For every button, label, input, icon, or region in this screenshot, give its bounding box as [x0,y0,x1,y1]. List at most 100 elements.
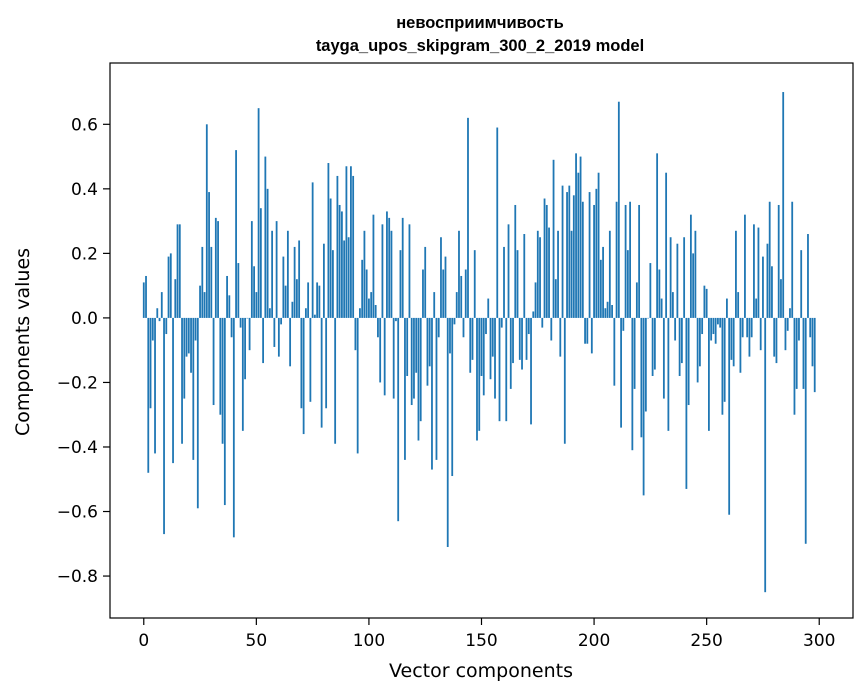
bar [557,230,559,318]
bar [410,317,413,406]
bar [453,317,456,325]
bar [372,214,375,318]
bar [205,124,208,318]
bar [617,101,620,318]
bar [489,317,492,380]
bar [284,285,287,318]
bar [311,182,314,318]
bar [446,317,449,548]
y-tick-label: −0.6 [57,503,98,523]
bar [624,204,627,318]
x-tick-label: 250 [690,631,722,651]
x-axis-label: Vector components [389,660,573,682]
bar [795,317,798,389]
bar [467,117,469,318]
bar [527,317,530,335]
bar [226,275,228,318]
bar [590,317,593,354]
bar [235,150,237,318]
bar [239,317,242,328]
bar [338,204,341,318]
bar [536,230,539,318]
bar [687,317,690,406]
bar [332,250,334,318]
bar [696,317,699,383]
bar [392,317,395,399]
bar [451,317,454,477]
bar [253,266,255,318]
bar [241,317,244,431]
bar [433,292,436,318]
bar [354,317,357,351]
bar [629,201,631,318]
bar [626,250,629,318]
bar [548,227,550,318]
bar [491,317,494,357]
bar [381,224,384,318]
bar [723,317,726,402]
bar [273,317,276,347]
x-tick-label: 100 [353,631,385,651]
bar [566,192,568,318]
bar [187,317,190,354]
bar [192,317,195,460]
bar [775,317,778,364]
bar [313,314,316,318]
bar [185,317,188,357]
bar [480,317,483,376]
bar [575,153,577,318]
y-tick-label: −0.8 [57,567,98,587]
bar [359,308,361,318]
bar [662,317,665,399]
bar [543,198,546,318]
bar [784,317,787,351]
bar [422,269,424,318]
bar [561,185,564,318]
bar [800,250,803,318]
x-tick-label: 200 [578,631,610,651]
bar [316,282,319,318]
bar [147,317,150,473]
bar [647,317,650,319]
bar [735,230,737,318]
bar [620,317,622,428]
bar [757,227,760,318]
bar [631,317,634,451]
bar [671,292,674,318]
bar [694,230,697,318]
bar [156,308,159,318]
bar [602,246,604,318]
bar [644,317,647,412]
bar [275,221,278,318]
bar [658,269,661,318]
bar [268,308,271,318]
y-axis-label: Components values [12,248,34,436]
bar [374,305,377,318]
bar [597,172,600,318]
bar [638,204,641,318]
bar [523,234,526,318]
bar [413,317,415,399]
bar [642,317,645,496]
bar [424,246,427,318]
bar [232,317,235,538]
bar [554,279,557,318]
bar [606,301,609,318]
bar [440,237,442,318]
bar [368,298,370,318]
x-axis: 0 50 100 150 200 250 300 [138,618,835,651]
bar [649,263,652,318]
bar [419,317,422,422]
bar [386,211,388,318]
bar [244,317,246,380]
bar [593,204,595,318]
bar [669,237,672,318]
bar [512,317,514,364]
bar [257,108,260,318]
bar [169,253,172,318]
bar [804,317,807,544]
bar [196,317,199,509]
bar [307,282,310,318]
bar [667,317,670,431]
bar [516,250,519,318]
